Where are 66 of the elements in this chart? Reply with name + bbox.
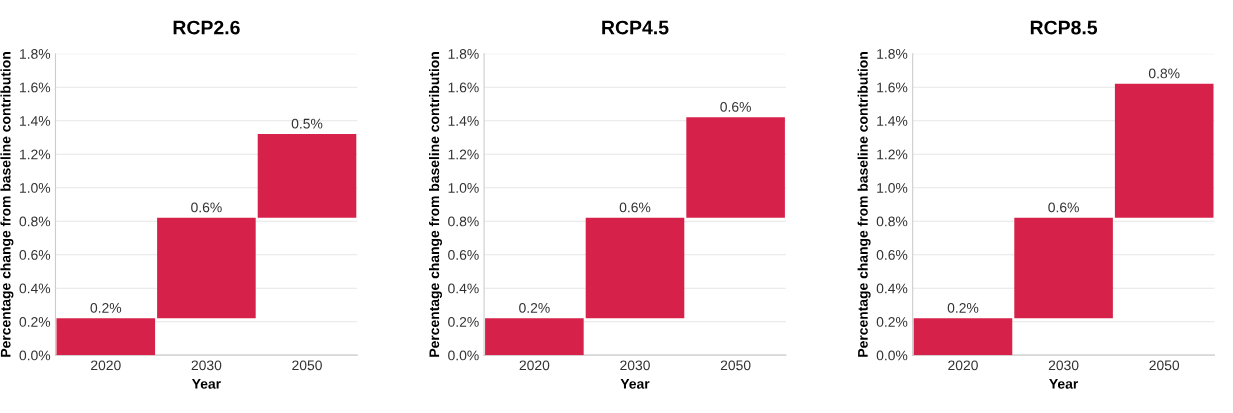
- y-tick-label: 0.4%: [448, 283, 479, 294]
- x-tick-label: 2030: [620, 360, 650, 371]
- data-label: 0.6%: [720, 101, 751, 112]
- bar: [585, 217, 685, 319]
- y-tick-label: 1.6%: [20, 82, 51, 93]
- y-tick-label: 1.6%: [877, 82, 908, 93]
- y-tick-label: 0.8%: [876, 216, 908, 227]
- data-label: 0.2%: [519, 302, 550, 313]
- y-tick-label: 0.0%: [19, 350, 51, 361]
- x-axis-title: Year: [1049, 379, 1079, 389]
- y-tick-label: 0.2%: [876, 317, 908, 327]
- y-tick-label: 0.2%: [448, 317, 479, 327]
- y-tick-label: 1.4%: [877, 116, 908, 126]
- y-tick-label: 1.6%: [448, 82, 479, 93]
- data-label: 0.6%: [619, 202, 651, 213]
- chart-title: RCP8.5: [1030, 20, 1098, 35]
- y-tick-label: 0.6%: [19, 250, 51, 260]
- y-tick-label: 1.2%: [20, 149, 51, 160]
- chart-title: RCP2.6: [173, 20, 240, 35]
- data-label: 0.6%: [191, 202, 222, 213]
- y-tick-label: 0.6%: [448, 250, 479, 260]
- y-tick-label: 1.0%: [877, 183, 908, 193]
- x-tick-label: 2020: [91, 360, 121, 371]
- data-label: 0.2%: [947, 302, 979, 313]
- y-tick-label: 0.2%: [19, 317, 51, 327]
- y-axis-title: Percentage change from baseline contribution: [429, 52, 443, 357]
- y-tick-label: 0.4%: [876, 283, 908, 294]
- y-tick-label: 0.8%: [448, 216, 479, 227]
- y-tick-label: 1.8%: [877, 49, 908, 59]
- bar: [257, 134, 357, 218]
- bar: [56, 318, 156, 356]
- y-tick-label: 1.4%: [20, 116, 51, 126]
- x-tick-label: 2020: [948, 360, 978, 371]
- x-tick-label: 2050: [720, 360, 751, 371]
- y-tick-label: 0.4%: [19, 283, 51, 294]
- x-axis-title: Year: [620, 379, 650, 389]
- x-tick-label: 2050: [1149, 360, 1180, 371]
- y-axis-title: Percentage change from baseline contribution: [857, 52, 871, 357]
- y-axis-title: Percentage change from baseline contribution: [0, 52, 14, 357]
- bar: [686, 117, 785, 218]
- bar: [485, 318, 584, 356]
- y-tick-label: 1.0%: [448, 183, 479, 193]
- bar: [1114, 83, 1214, 218]
- y-tick-label: 1.8%: [448, 49, 479, 59]
- x-tick-label: 2020: [519, 360, 550, 371]
- bar: [1014, 217, 1113, 319]
- y-tick-label: 1.2%: [877, 149, 908, 160]
- y-tick-label: 1.2%: [448, 149, 479, 160]
- y-tick-label: 0.6%: [876, 250, 908, 260]
- y-tick-label: 0.8%: [19, 216, 51, 227]
- y-tick-label: 0.0%: [876, 350, 908, 361]
- x-tick-label: 2030: [1048, 360, 1079, 371]
- data-label: 0.2%: [90, 302, 122, 313]
- data-label: 0.6%: [1048, 202, 1079, 213]
- x-tick-label: 2050: [292, 360, 322, 371]
- y-tick-label: 1.0%: [20, 183, 51, 193]
- chart-title: RCP4.5: [602, 20, 669, 35]
- y-tick-label: 0.0%: [448, 350, 479, 361]
- bar: [913, 318, 1013, 356]
- data-label: 0.8%: [1148, 68, 1180, 79]
- x-axis-title: Year: [191, 379, 221, 389]
- bar: [157, 217, 256, 319]
- x-tick-label: 2030: [191, 360, 222, 371]
- y-tick-label: 1.8%: [20, 49, 51, 59]
- data-label: 0.5%: [291, 118, 323, 129]
- y-tick-label: 1.4%: [448, 116, 479, 126]
